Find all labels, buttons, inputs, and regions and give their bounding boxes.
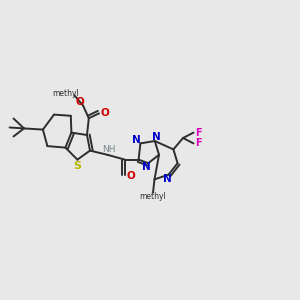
Text: O: O <box>100 108 109 118</box>
Text: methyl: methyl <box>140 192 166 201</box>
Text: S: S <box>74 160 81 171</box>
Text: N: N <box>152 132 160 142</box>
Text: N: N <box>163 174 172 184</box>
Text: N: N <box>142 162 151 172</box>
Text: O: O <box>75 97 84 107</box>
Text: F: F <box>195 138 202 148</box>
Text: F: F <box>195 128 202 138</box>
Text: O: O <box>126 171 135 181</box>
Text: methyl: methyl <box>52 88 80 98</box>
Text: N: N <box>132 135 141 145</box>
Text: NH: NH <box>102 146 115 154</box>
